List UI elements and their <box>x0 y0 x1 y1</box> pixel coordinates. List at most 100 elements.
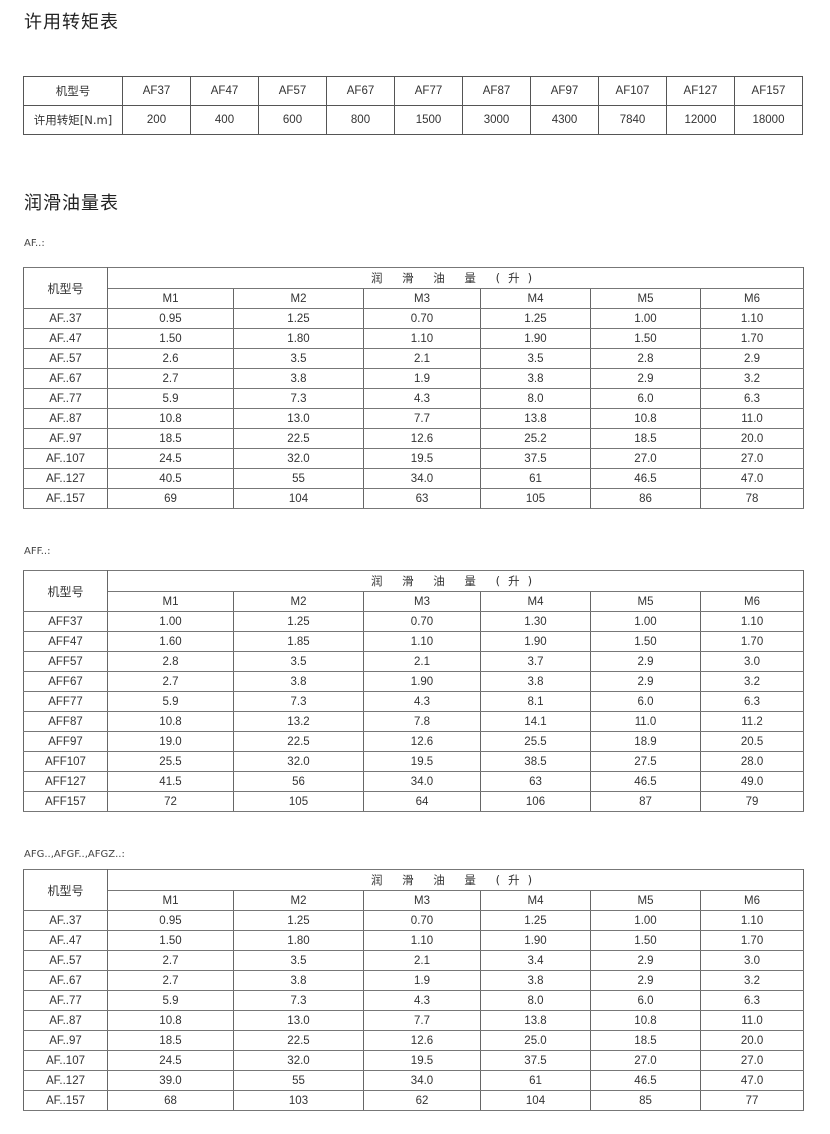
table-row: AF..47 1.50 1.80 1.10 1.90 1.50 1.70 <box>23 930 805 951</box>
oil-value-cell: 1.9 <box>363 970 481 991</box>
model-cell: AF..37 <box>23 308 108 329</box>
column-header: M5 <box>590 890 701 911</box>
oil-value-cell: 12.6 <box>363 1030 481 1051</box>
oil-value-cell: 1.10 <box>363 631 481 652</box>
oil-value-cell: 47.0 <box>699 468 805 489</box>
oil-value-cell: 63 <box>363 488 481 509</box>
model-cell: AF57 <box>258 76 327 106</box>
model-cell: AF127 <box>666 76 735 106</box>
table-row: AF..57 2.6 3.5 2.1 3.5 2.8 2.9 <box>23 348 805 369</box>
model-cell: AF..47 <box>23 930 108 951</box>
oil-value-cell: 3.5 <box>233 651 364 672</box>
oil-value-cell: 18.5 <box>590 1030 701 1051</box>
oil-value-cell: 20.5 <box>699 731 805 752</box>
table-row: AF..157 69 104 63 105 86 78 <box>23 488 805 509</box>
oil-value-cell: 0.70 <box>363 308 481 329</box>
oil-value-cell: 6.3 <box>699 990 805 1011</box>
oil-value-cell: 39.0 <box>107 1070 234 1091</box>
oil-value-cell: 13.8 <box>480 408 591 429</box>
column-header: M6 <box>699 288 805 309</box>
torque-table-title: 许用转矩表 <box>24 12 119 33</box>
table-row: AF..47 1.50 1.80 1.10 1.90 1.50 1.70 <box>23 328 805 349</box>
column-header: M6 <box>699 890 805 911</box>
oil-value-cell: 56 <box>233 771 364 792</box>
oil-quantity-header: 润 滑 油 量 (升) <box>106 869 805 891</box>
column-header: M2 <box>233 890 364 911</box>
column-header: M4 <box>480 890 591 911</box>
oil-value-cell: 1.00 <box>107 611 234 632</box>
oil-value-cell: 1.10 <box>699 910 805 931</box>
oil-value-cell: 69 <box>107 488 234 509</box>
oil-table-label-aff: AFF..: <box>24 546 51 557</box>
model-cell: AFF77 <box>23 691 108 712</box>
table-row: AF..107 24.5 32.0 19.5 37.5 27.0 27.0 <box>23 1050 805 1071</box>
table-row: AF..87 10.8 13.0 7.7 13.8 10.8 11.0 <box>23 408 805 429</box>
table-row: AF..77 5.9 7.3 4.3 8.0 6.0 6.3 <box>23 990 805 1011</box>
table-row: AF..157 68 103 62 104 85 77 <box>23 1090 805 1111</box>
oil-value-cell: 11.2 <box>699 711 805 732</box>
oil-value-cell: 55 <box>233 468 364 489</box>
column-header: M6 <box>699 591 805 612</box>
oil-value-cell: 78 <box>699 488 805 509</box>
oil-value-cell: 1.50 <box>107 930 234 951</box>
oil-value-cell: 32.0 <box>233 448 364 469</box>
oil-value-cell: 64 <box>363 791 481 812</box>
model-cell: AF157 <box>734 76 803 106</box>
torque-cell: 800 <box>326 105 395 135</box>
model-cell: AF..127 <box>23 468 108 489</box>
oil-value-cell: 46.5 <box>590 1070 701 1091</box>
oil-value-cell: 0.70 <box>363 910 481 931</box>
column-header: M1 <box>107 288 234 309</box>
column-header: M1 <box>107 890 234 911</box>
model-cell: AF37 <box>122 76 191 106</box>
oil-value-cell: 62 <box>363 1090 481 1111</box>
oil-value-cell: 10.8 <box>107 408 234 429</box>
model-cell: AF..157 <box>23 488 108 509</box>
oil-value-cell: 85 <box>590 1090 701 1111</box>
oil-value-cell: 13.0 <box>233 408 364 429</box>
model-cell: AF107 <box>598 76 667 106</box>
oil-value-cell: 103 <box>233 1090 364 1111</box>
oil-value-cell: 7.8 <box>363 711 481 732</box>
oil-value-cell: 18.9 <box>590 731 701 752</box>
oil-value-cell: 25.5 <box>480 731 591 752</box>
model-row: 机型号 AF37 AF47 AF57 AF67 AF77 AF87 AF97 AF107 AF12… <box>23 76 803 106</box>
oil-value-cell: 2.8 <box>107 651 234 672</box>
oil-value-cell: 13.0 <box>233 1010 364 1031</box>
table-row: AFF67 2.7 3.8 1.90 3.8 2.9 3.2 <box>23 671 805 692</box>
model-cell: AF..107 <box>23 1050 108 1071</box>
oil-value-cell: 49.0 <box>699 771 805 792</box>
table-row: AFF87 10.8 13.2 7.8 14.1 11.0 11.2 <box>23 711 805 732</box>
oil-value-cell: 32.0 <box>233 751 364 772</box>
oil-value-cell: 2.1 <box>363 348 481 369</box>
oil-value-cell: 5.9 <box>107 388 234 409</box>
oil-value-cell: 46.5 <box>590 771 701 792</box>
oil-value-cell: 1.25 <box>233 910 364 931</box>
oil-value-cell: 2.9 <box>590 651 701 672</box>
oil-value-cell: 3.8 <box>480 970 591 991</box>
model-cell: AF..47 <box>23 328 108 349</box>
oil-value-cell: 1.25 <box>480 308 591 329</box>
oil-value-cell: 6.3 <box>699 388 805 409</box>
oil-value-cell: 61 <box>480 468 591 489</box>
model-cell: AF..67 <box>23 368 108 389</box>
oil-value-cell: 8.0 <box>480 990 591 1011</box>
table-row: AF..37 0.95 1.25 0.70 1.25 1.00 1.10 <box>23 308 805 329</box>
oil-value-cell: 1.10 <box>363 930 481 951</box>
oil-quantity-header: 润 滑 油 量 (升) <box>106 267 805 289</box>
oil-value-cell: 22.5 <box>233 428 364 449</box>
oil-value-cell: 1.10 <box>699 611 805 632</box>
column-header: M3 <box>363 591 481 612</box>
oil-value-cell: 3.8 <box>480 368 591 389</box>
model-cell: AF..97 <box>23 1030 108 1051</box>
column-header: M3 <box>363 890 481 911</box>
oil-value-cell: 5.9 <box>107 990 234 1011</box>
oil-value-cell: 1.85 <box>233 631 364 652</box>
oil-value-cell: 105 <box>480 488 591 509</box>
oil-value-cell: 8.1 <box>480 691 591 712</box>
table-row: AFF77 5.9 7.3 4.3 8.1 6.0 6.3 <box>23 691 805 712</box>
oil-value-cell: 11.0 <box>699 408 805 429</box>
oil-value-cell: 1.9 <box>363 368 481 389</box>
oil-value-cell: 61 <box>480 1070 591 1091</box>
table-row: AF..97 18.5 22.5 12.6 25.2 18.5 20.0 <box>23 428 805 449</box>
